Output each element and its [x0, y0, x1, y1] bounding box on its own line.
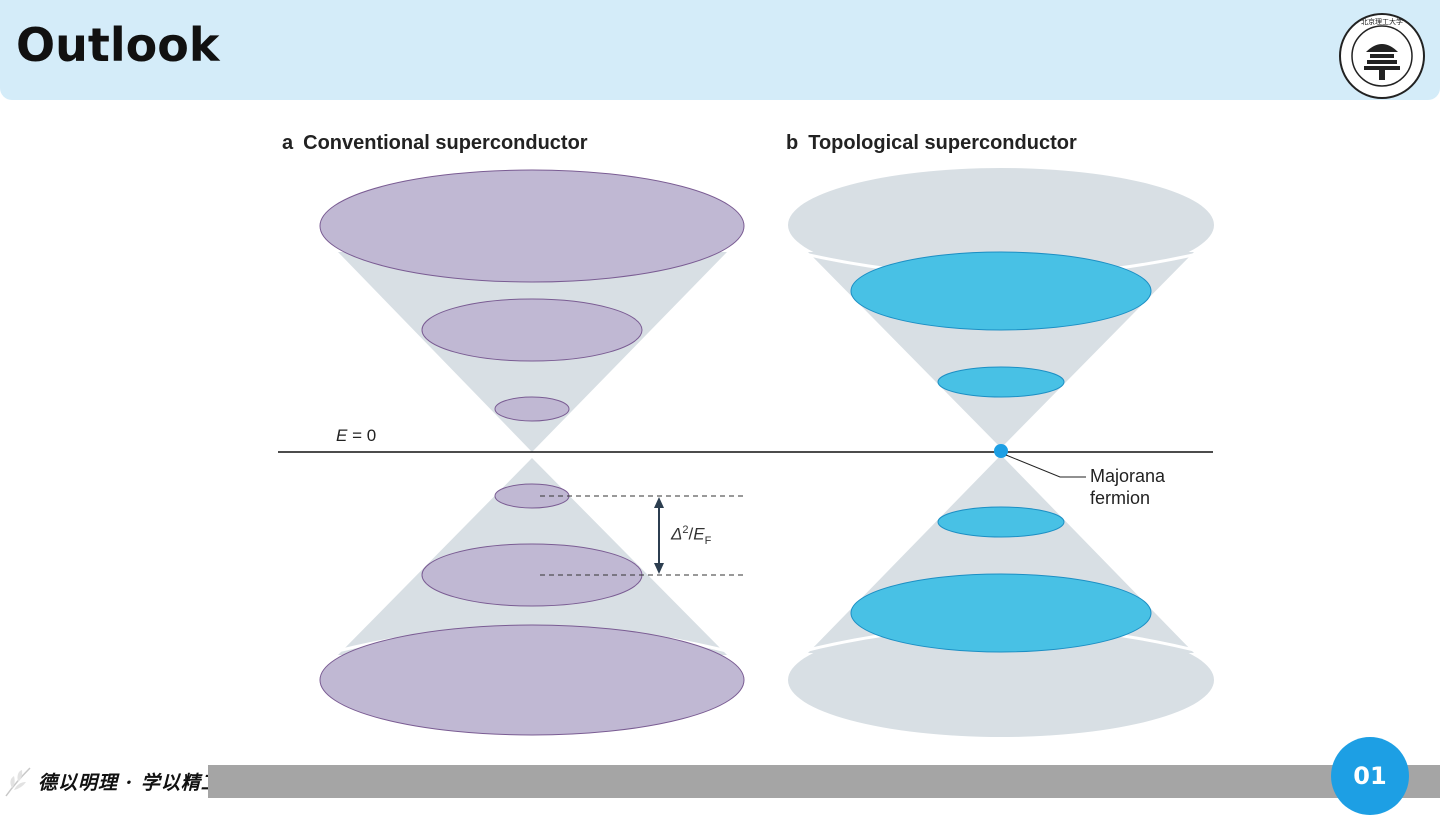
footer-bar: [208, 765, 1440, 798]
conventional-upper-ellipse-outer: [319, 169, 745, 283]
panel-a-letter: a: [282, 132, 294, 154]
majorana-point: [994, 444, 1008, 458]
panel-a-label: a Conventional superconductor: [282, 132, 588, 155]
svg-text:北京理工大学: 北京理工大学: [1361, 17, 1403, 26]
slide-title: Outlook: [16, 18, 220, 72]
conventional-lower-ellipse-middle: [421, 543, 643, 607]
gap-delta: Δ: [671, 524, 683, 544]
conventional-lower-ellipse-inner: [494, 483, 570, 509]
majorana-label-line1: Majorana: [1090, 466, 1166, 486]
topological-upper-ellipse-large: [850, 251, 1152, 331]
majorana-label: Majorana fermion: [1090, 465, 1210, 509]
conventional-lower-ellipse-outer: [319, 624, 745, 736]
topological-upper-ellipse-small: [937, 366, 1065, 398]
majorana-label-line2: fermion: [1090, 488, 1151, 508]
topological-lower-ellipse-large: [850, 573, 1152, 653]
majorana-leader-line: [1005, 454, 1086, 478]
conventional-upper-ellipse-middle: [421, 298, 643, 362]
energy-symbol: E: [336, 426, 348, 445]
zero-energy-label: E = 0: [336, 426, 376, 446]
gap-fermi-energy: E: [693, 524, 705, 544]
panel-a-title: Conventional superconductor: [303, 132, 588, 154]
leaf-decoration-icon: [5, 767, 31, 797]
energy-equals-zero: = 0: [347, 426, 377, 445]
panel-b-title: Topological superconductor: [808, 132, 1077, 154]
header-banner: Outlook 北京理工大学: [0, 0, 1440, 100]
page-number-badge: 01: [1331, 737, 1409, 815]
panel-b-label: b Topological superconductor: [786, 132, 1077, 155]
panel-b-letter: b: [786, 132, 799, 154]
gap-double-arrow: [654, 497, 664, 574]
university-motto: 德以明理 · 学以精工: [38, 772, 221, 794]
university-seal-icon: 北京理工大学: [1339, 13, 1425, 99]
topological-lower-ellipse-small: [937, 506, 1065, 538]
gap-superscript: 2: [682, 524, 689, 536]
gap-label: Δ2/EF: [671, 524, 711, 547]
conventional-upper-ellipse-inner: [494, 396, 570, 422]
gap-subscript: F: [704, 535, 712, 548]
gap-slash: /: [688, 524, 694, 544]
